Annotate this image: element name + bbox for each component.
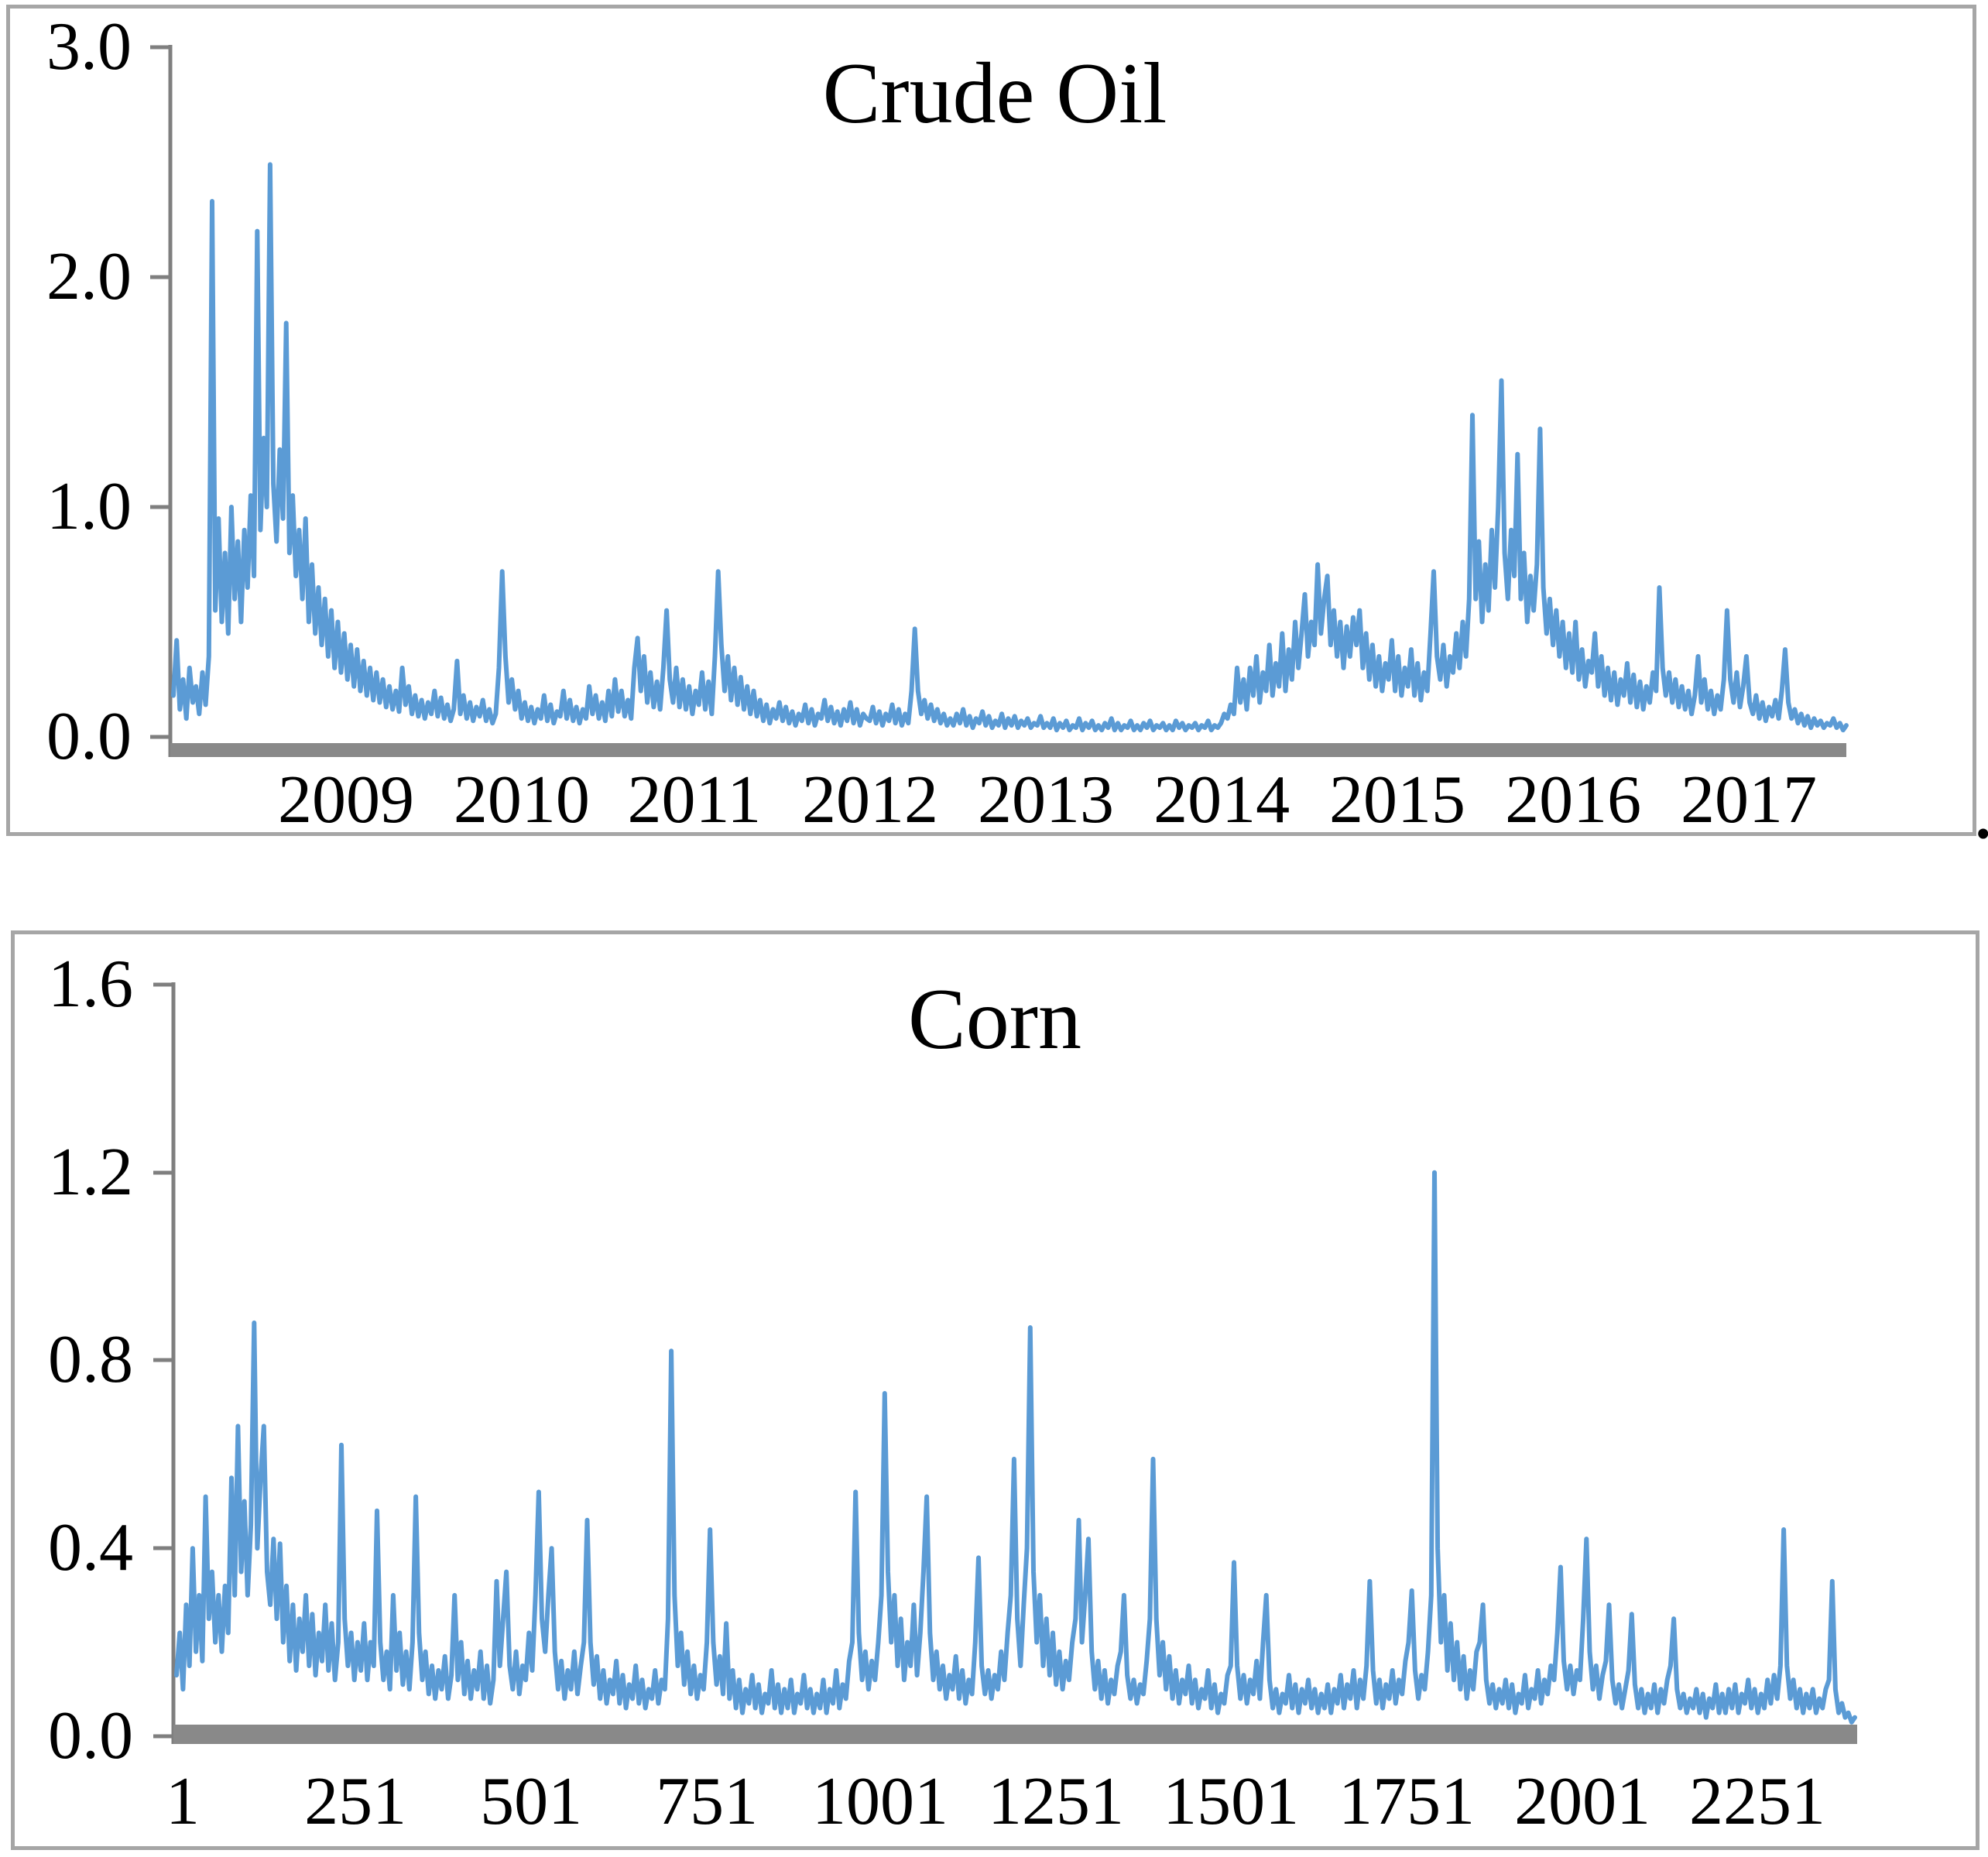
x-axis-baseline-bar [170, 743, 1846, 757]
y-tick-label: 1.2 [48, 1135, 133, 1210]
corn-series-line [174, 1170, 1857, 1725]
x-tick-label: 501 [480, 1764, 583, 1839]
x-tick-label: 1001 [812, 1764, 949, 1839]
x-tick-label: 2009 [278, 762, 414, 838]
crude-oil-chart-title: Crude Oil [822, 46, 1167, 142]
x-tick-label: 1 [166, 1764, 201, 1839]
y-tick-label: 1.6 [48, 947, 133, 1022]
y-tick-label: 0.0 [48, 1698, 133, 1773]
x-tick-label: 2001 [1514, 1764, 1651, 1839]
x-tick-label: 1751 [1338, 1764, 1476, 1839]
x-tick-label: 2012 [802, 762, 939, 838]
x-tick-label: 2251 [1689, 1764, 1826, 1839]
y-tick-label: 0.4 [48, 1510, 133, 1585]
x-tick-label: 2016 [1505, 762, 1642, 838]
y-tick-label: 1.0 [46, 469, 132, 544]
x-tick-label: 2011 [627, 762, 762, 838]
corn-chart-title: Corn [908, 971, 1081, 1067]
x-tick-label: 1251 [988, 1764, 1125, 1839]
y-tick-label: 2.0 [46, 239, 132, 314]
crude-oil-series-line [171, 162, 1849, 733]
x-tick-label: 2010 [453, 762, 590, 838]
y-tick-label: 0.8 [48, 1322, 133, 1397]
x-tick-label: 251 [304, 1764, 407, 1839]
y-tick-label: 0.0 [46, 699, 132, 774]
x-tick-label: 1501 [1163, 1764, 1300, 1839]
x-tick-label: 2017 [1681, 762, 1817, 838]
y-tick-label: 3.0 [46, 9, 132, 84]
x-tick-label: 2015 [1328, 762, 1465, 838]
x-tick-label: 751 [656, 1764, 759, 1839]
corn-chart-border [11, 930, 1979, 1850]
x-axis-baseline-bar [173, 1725, 1857, 1744]
x-tick-label: 2014 [1153, 762, 1290, 838]
crude-oil-chart-border [6, 5, 1976, 836]
trailing-period-text: . [1973, 766, 1988, 851]
x-tick-label: 2013 [977, 762, 1114, 838]
